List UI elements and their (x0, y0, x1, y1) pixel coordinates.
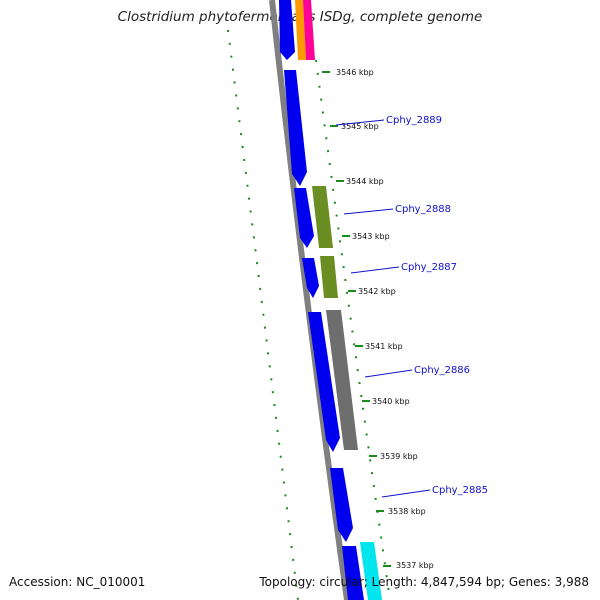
cds-feature[interactable] (295, 0, 306, 60)
kbp-label: 3539 kbp (380, 452, 418, 461)
cds-feature-cphy-2886[interactable] (326, 310, 358, 450)
kbp-label: 3545 kbp (341, 122, 379, 131)
cds-feature[interactable] (302, 258, 319, 298)
gene-label-cphy-2888[interactable]: Cphy_2888 (395, 204, 451, 215)
kbp-ticks (322, 71, 391, 567)
gene-label-cphy-2889[interactable]: Cphy_2889 (386, 115, 442, 126)
kbp-label: 3537 kbp (396, 561, 434, 570)
cds-feature-cphy-2889[interactable] (284, 70, 307, 186)
cds-feature-cphy-2885[interactable] (330, 468, 353, 542)
cds-feature-cphy-2888[interactable] (312, 186, 333, 248)
kbp-label: 3542 kbp (358, 287, 396, 296)
cds-feature[interactable] (279, 0, 295, 60)
kbp-label: 3544 kbp (346, 177, 384, 186)
gene-label-cphy-2886[interactable]: Cphy_2886 (414, 365, 470, 376)
genome-backbone (269, 0, 350, 600)
cds-feature[interactable] (303, 0, 315, 60)
kbp-label: 3540 kbp (372, 397, 410, 406)
gc-inner-track (315, 59, 391, 600)
kbp-label: 3546 kbp (336, 68, 374, 77)
accession-text: Accession: NC_010001 (9, 575, 146, 589)
gene-label-lines (335, 119, 431, 498)
cds-feature-cphy-2887[interactable] (320, 256, 338, 298)
gene-label-cphy-2887[interactable]: Cphy_2887 (401, 262, 457, 273)
cds-feature[interactable] (360, 542, 382, 600)
cds-feature[interactable] (308, 312, 340, 452)
kbp-label: 3538 kbp (388, 507, 426, 516)
gene-label-cphy-2885[interactable]: Cphy_2885 (432, 485, 488, 496)
kbp-label: 3543 kbp (352, 232, 390, 241)
cds-feature[interactable] (294, 188, 314, 248)
genome-summary-text: Topology: circular; Length: 4,847,594 bp… (259, 575, 589, 589)
cds-feature[interactable] (342, 546, 364, 600)
kbp-label: 3541 kbp (365, 342, 403, 351)
